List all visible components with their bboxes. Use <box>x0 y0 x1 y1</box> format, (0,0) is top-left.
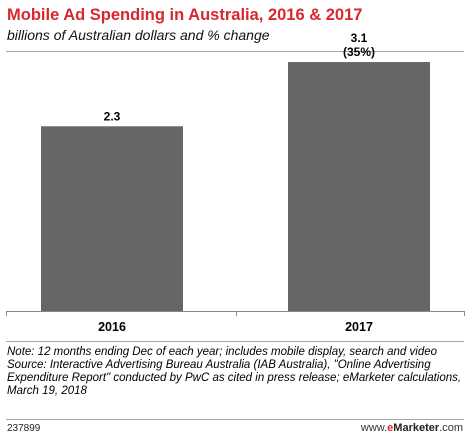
top-divider <box>6 51 464 52</box>
bottom-divider <box>6 341 464 342</box>
chart-subtitle: billions of Australian dollars and % cha… <box>7 27 270 43</box>
footer-divider <box>6 419 464 420</box>
category-label-2017: 2017 <box>345 320 373 334</box>
bar-2016 <box>41 126 183 312</box>
change-label-2017: (35%) <box>343 45 375 59</box>
chart-title: Mobile Ad Spending in Australia, 2016 & … <box>7 6 363 24</box>
value-label-2016: 2.3 <box>104 109 121 123</box>
source-text: Source: Interactive Advertising Bureau A… <box>7 359 462 397</box>
brand-logo: www.eMarketer.com <box>360 422 463 434</box>
note-text: Note: 12 months ending Dec of each year;… <box>7 346 438 358</box>
value-label-2017: 3.1 <box>351 31 368 45</box>
bar-chart: 2.3 2016 3.1(35%) 2017 <box>6 31 465 334</box>
category-label-2016: 2016 <box>98 320 126 334</box>
chart-id: 237899 <box>7 423 41 434</box>
bar-2017 <box>288 62 430 311</box>
chart-notes: Note: 12 months ending Dec of each year;… <box>7 346 463 398</box>
